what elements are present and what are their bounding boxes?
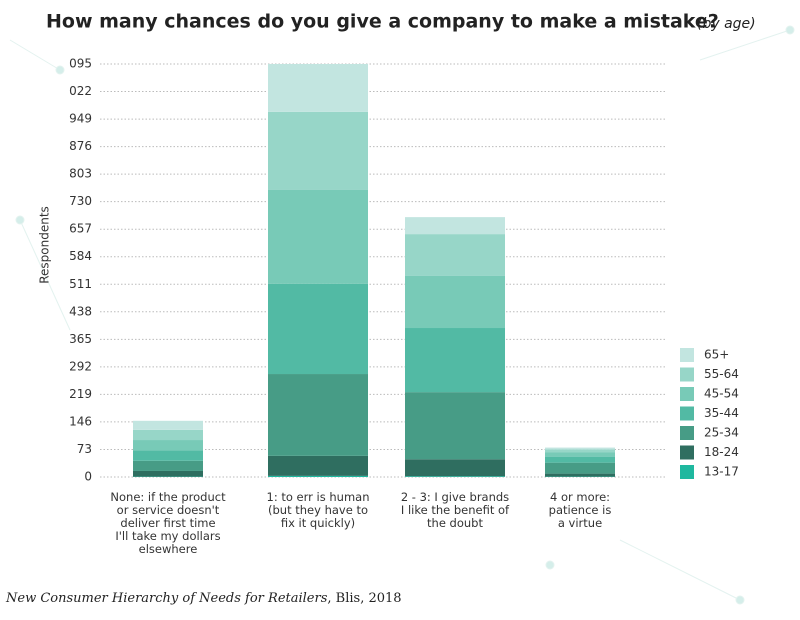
bar-segment [133,460,203,471]
y-axis-label: Respondents [38,206,52,284]
y-tick-label: 365 [69,332,92,346]
bar-segment [545,462,615,474]
bar-segment [133,429,203,441]
background-network [9,25,795,605]
bar-segment [268,111,368,190]
y-tick-label: 438 [69,304,92,318]
bar-segment [405,234,505,276]
y-tick-label: 0 [84,470,92,484]
caption: New Consumer Hierarchy of Needs for Reta… [5,591,402,606]
chart-title: How many chances do you give a company t… [46,11,719,33]
y-tick-label: 022 [69,84,92,98]
bar-segment [133,450,203,461]
y-tick-label: 876 [69,139,92,153]
bar-segment [405,275,505,329]
y-tick-label: 657 [69,222,92,236]
bar-segment [405,459,505,477]
y-tick-label: 292 [69,359,92,373]
bar-segment [405,328,505,393]
y-tick-label: 73 [77,442,92,456]
x-tick-label: 1: to err is human (but they have to fix… [266,490,370,530]
bar-segment [545,447,615,450]
caption-source-title: New Consumer Hierarchy of Needs for Reta… [5,591,328,606]
x-tick-label: 2 - 3: I give brands I like the benefit … [400,490,510,530]
bar-segment [268,455,368,476]
bar-segment [405,476,505,477]
legend-label: 55-64 [704,367,739,381]
bar-segment [268,475,368,477]
bar-segment [268,64,368,112]
legend-swatch [680,465,694,479]
x-tick-label: None: if the product or service doesn't … [110,490,226,556]
bar-segment [268,189,368,284]
y-tick-label: 803 [69,167,92,181]
caption-source-rest: , Blis, 2018 [327,591,401,606]
bar-segment [133,440,203,451]
bar-segment [268,283,368,375]
legend-label: 65+ [704,348,729,362]
y-tick-label: 219 [69,387,92,401]
y-tick-label: 095 [69,57,92,71]
bar-segment [545,449,615,453]
bar-segment [545,456,615,463]
legend-swatch [680,348,694,362]
legend-swatch [680,406,694,421]
bar-segment [133,420,203,430]
legend-label: 18-24 [704,445,739,459]
y-tick-label: 730 [69,194,92,208]
legend-label: 35-44 [704,406,739,420]
legend-swatch [680,426,694,440]
y-tick-label: 584 [69,249,92,263]
x-tick-label: 4 or more: patience is a virtue [548,490,612,530]
legend-label: 45-54 [704,387,739,401]
bar-segment [268,374,368,456]
legend-swatch [680,445,694,460]
bar-segment [405,392,505,460]
y-tick-label: 146 [69,414,92,428]
legend-label: 13-17 [704,465,739,479]
chart-subtitle: (by age) [697,16,756,32]
y-tick-label: 511 [69,277,92,291]
legend-swatch [680,387,694,401]
bar-segment [545,473,615,477]
bar-segment [405,217,505,235]
y-tick-label: 949 [69,112,92,126]
bar-segment [545,452,615,457]
bar-segment [133,470,203,477]
legend-label: 25-34 [704,426,739,440]
legend-swatch [680,367,694,382]
